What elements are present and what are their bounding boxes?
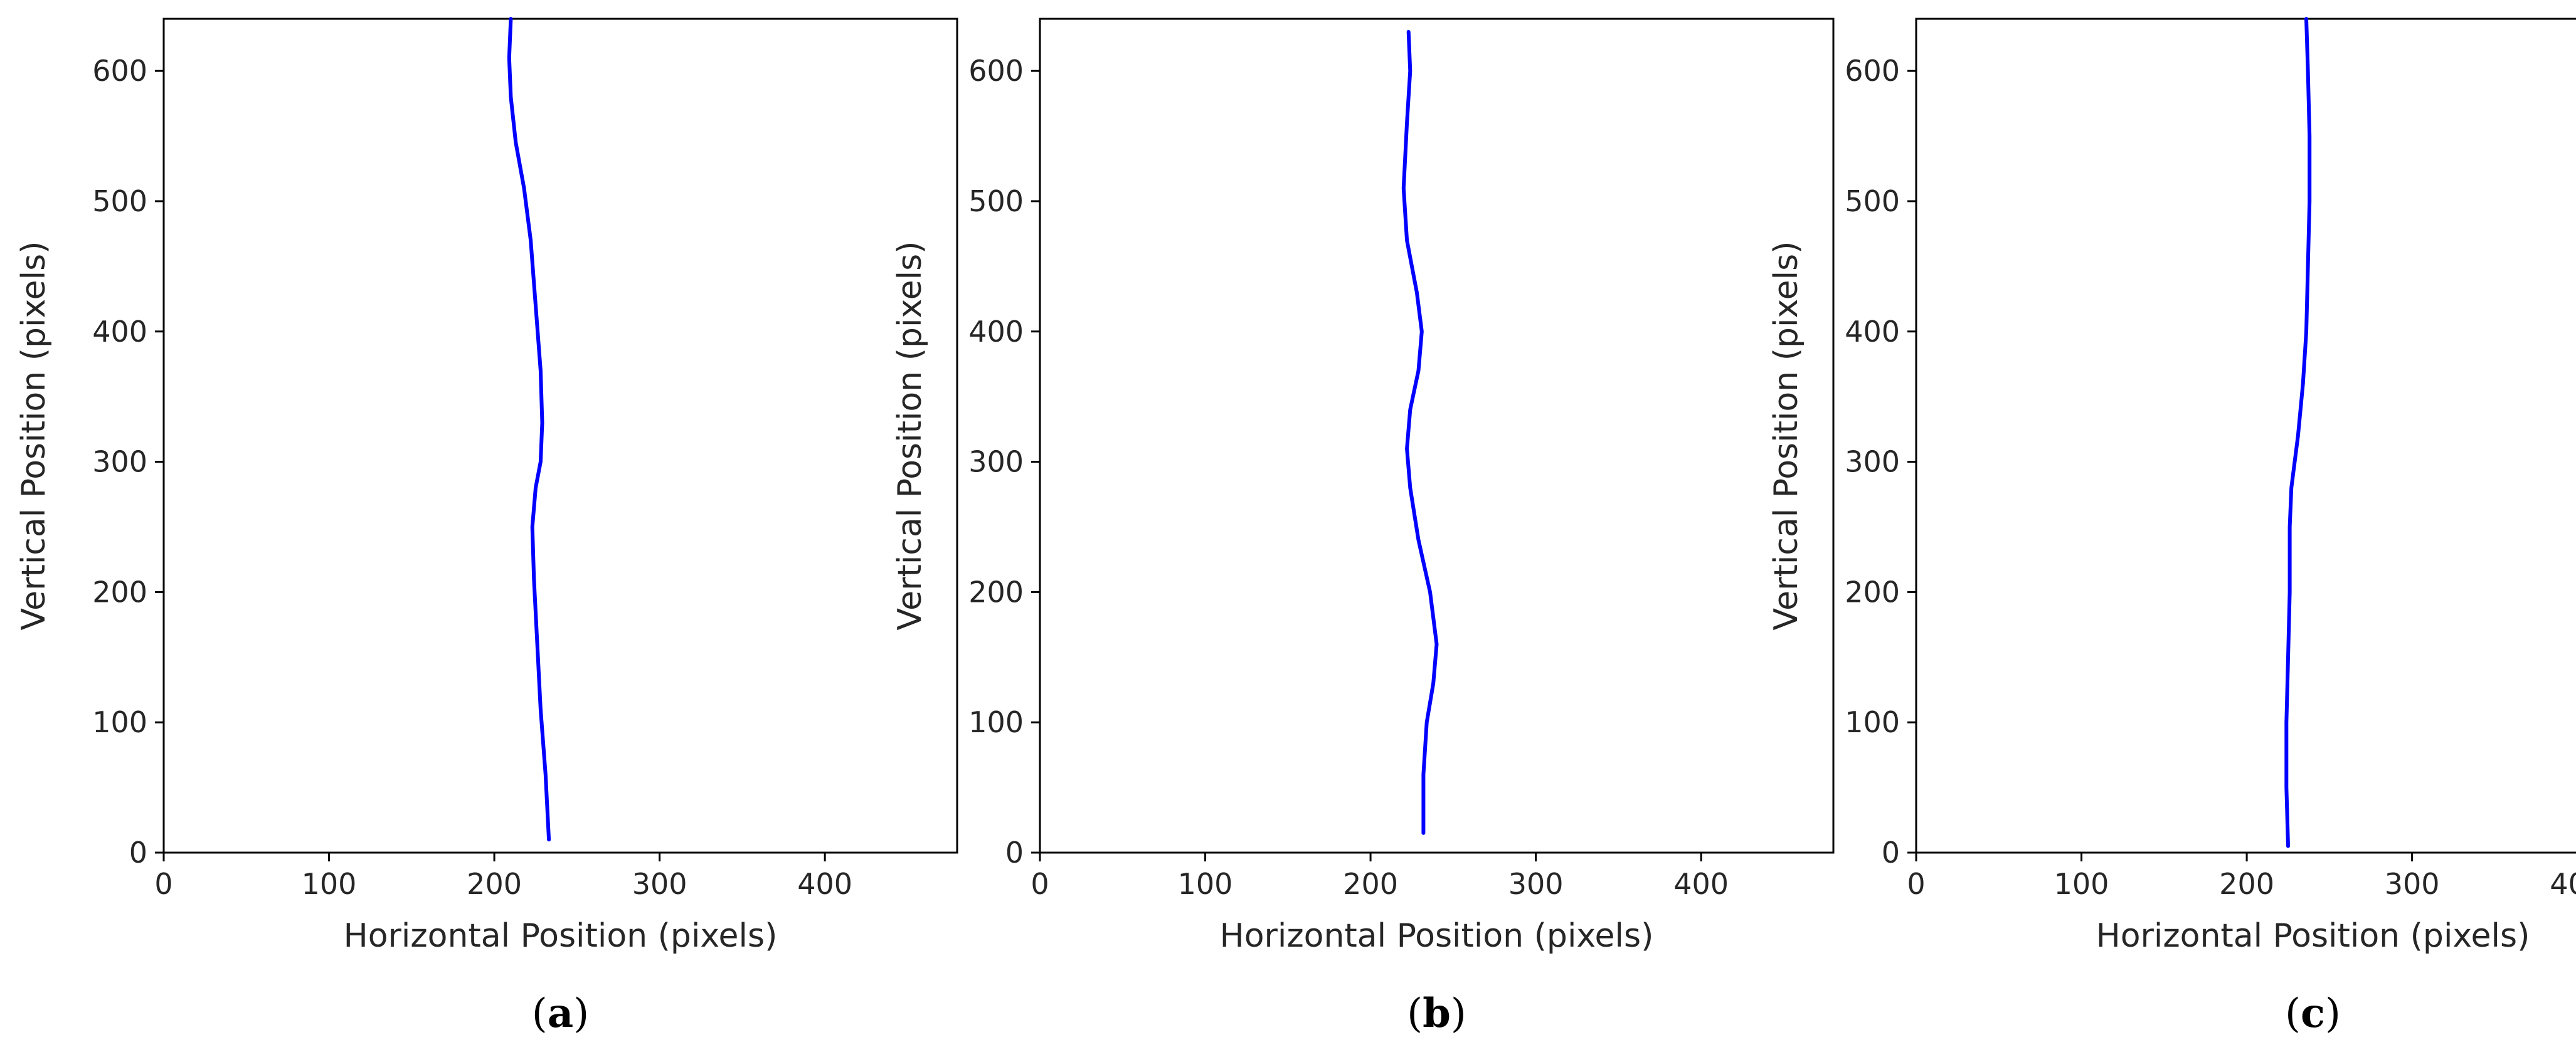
plot-frame bbox=[1039, 18, 1835, 854]
x-tick-label: 200 bbox=[467, 867, 522, 901]
x-axis-label: Horizontal Position (pixels) bbox=[344, 917, 778, 955]
panel-caption: (b) bbox=[1407, 990, 1466, 1037]
plot-frame bbox=[1915, 18, 2576, 854]
x-tick-label: 300 bbox=[2385, 867, 2440, 901]
y-tick-label: 200 bbox=[92, 575, 147, 609]
y-tick-label: 300 bbox=[968, 445, 1024, 479]
y-tick-label: 200 bbox=[968, 575, 1024, 609]
y-tick-label: 500 bbox=[1845, 184, 1900, 218]
y-tick-label: 600 bbox=[968, 54, 1024, 88]
y-tick-label: 600 bbox=[1845, 54, 1900, 88]
x-tick-label: 0 bbox=[1031, 867, 1049, 901]
y-tick-label: 600 bbox=[92, 54, 147, 88]
x-axis-label: Horizontal Position (pixels) bbox=[2096, 917, 2530, 955]
series-line bbox=[507, 17, 551, 842]
plot-frame bbox=[162, 18, 958, 854]
x-tick-label: 0 bbox=[1907, 867, 1925, 901]
y-tick-label: 500 bbox=[92, 184, 147, 218]
x-tick-label: 100 bbox=[1178, 867, 1233, 901]
x-axis-label: Horizontal Position (pixels) bbox=[1220, 917, 1654, 955]
y-tick-label: 400 bbox=[92, 315, 147, 349]
x-tick-label: 100 bbox=[302, 867, 357, 901]
y-tick-label: 0 bbox=[1882, 836, 1900, 870]
y-tick-label: 300 bbox=[1845, 445, 1900, 479]
x-tick-label: 300 bbox=[632, 867, 687, 901]
y-tick-label: 400 bbox=[968, 315, 1024, 349]
panel-caption: (c) bbox=[2285, 990, 2341, 1037]
y-tick-label: 400 bbox=[1845, 315, 1900, 349]
chart-panel-a: 0 100 200 300 400 0 100 200 300 400 500 600 Horizont… bbox=[15, 17, 958, 1037]
y-tick-label: 100 bbox=[968, 705, 1024, 739]
y-axis-label: Vertical Position (pixels) bbox=[1768, 241, 1805, 631]
y-tick-label: 500 bbox=[968, 184, 1024, 218]
series-line bbox=[2284, 17, 2312, 848]
x-tick-label: 400 bbox=[1673, 867, 1729, 901]
y-axis-label: Vertical Position (pixels) bbox=[891, 241, 929, 631]
x-tick-label: 0 bbox=[154, 867, 172, 901]
x-tick-label: 400 bbox=[797, 867, 852, 901]
x-tick-label: 200 bbox=[1343, 867, 1398, 901]
y-tick-label: 100 bbox=[1845, 705, 1900, 739]
x-tick-label: 300 bbox=[1508, 867, 1564, 901]
x-tick-label: 400 bbox=[2550, 867, 2576, 901]
series-line bbox=[1401, 29, 1439, 835]
y-tick-label: 100 bbox=[92, 705, 147, 739]
panel-caption: (a) bbox=[532, 990, 589, 1037]
y-tick-label: 300 bbox=[92, 445, 147, 479]
y-axis-label: Vertical Position (pixels) bbox=[15, 241, 53, 631]
x-tick-label: 100 bbox=[2054, 867, 2109, 901]
chart-panel-b: 0 100 200 300 400 0 100 200 300 400 500 600 Horizont… bbox=[891, 18, 1835, 1037]
x-tick-label: 200 bbox=[2219, 867, 2274, 901]
chart-panel-c: 0 100 200 300 400 0 100 200 300 400 500 600 Horizont… bbox=[1768, 17, 2576, 1037]
y-tick-label: 0 bbox=[129, 836, 147, 870]
y-tick-label: 0 bbox=[1005, 836, 1024, 870]
y-tick-label: 200 bbox=[1845, 575, 1900, 609]
